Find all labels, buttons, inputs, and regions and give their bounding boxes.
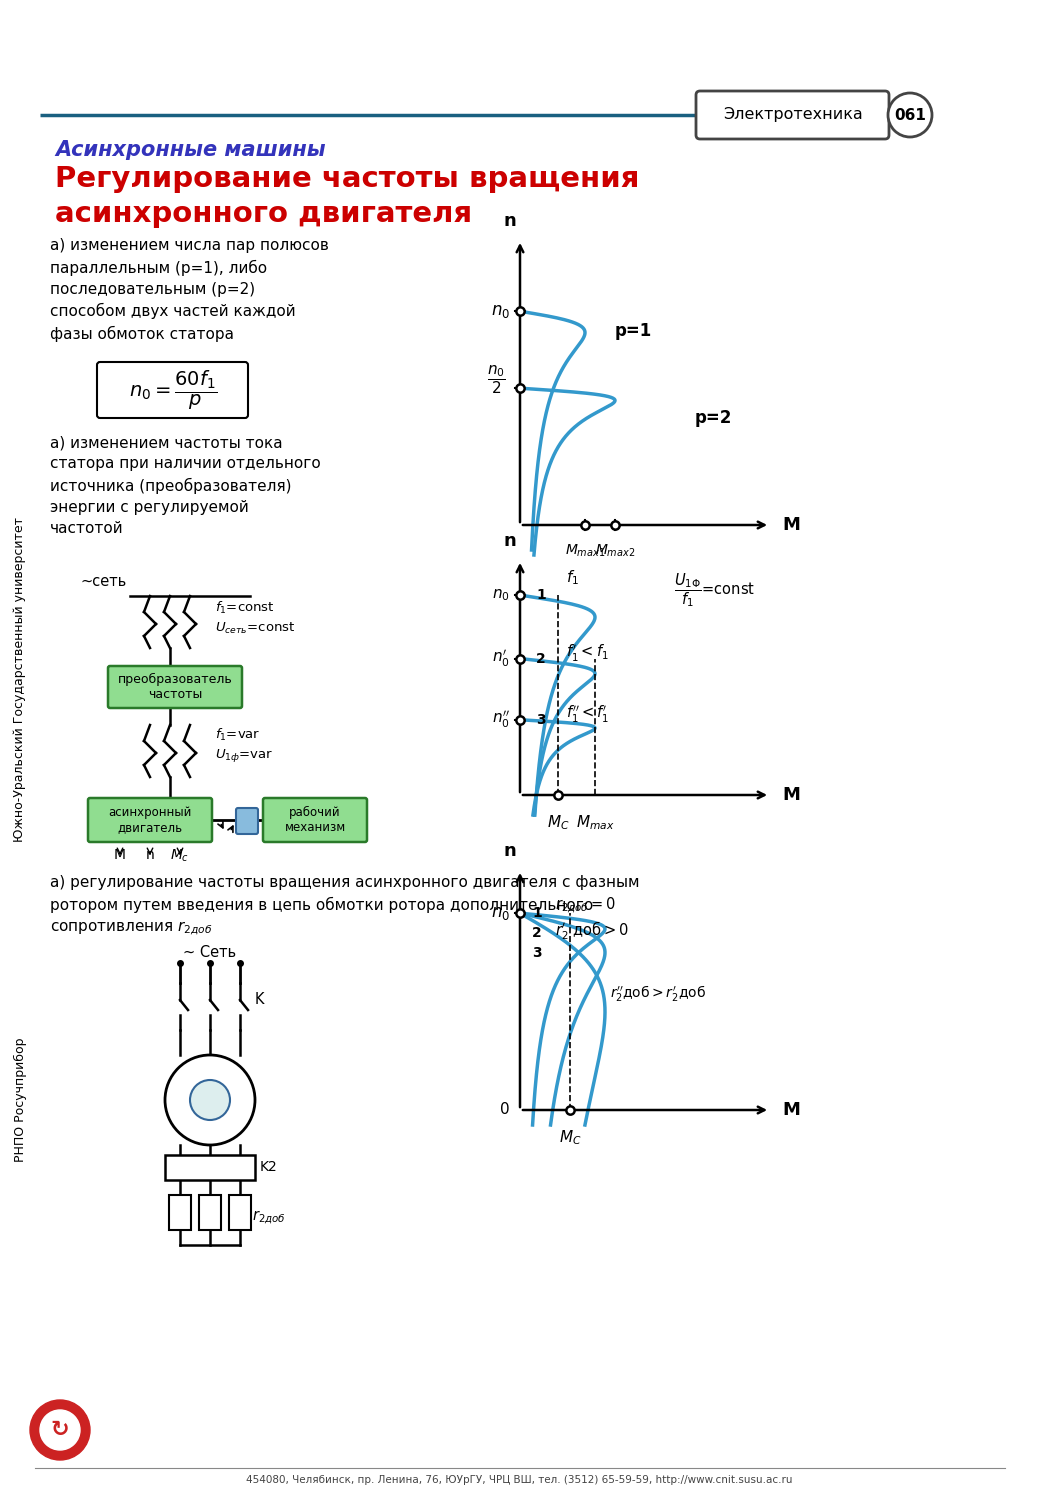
Text: $\dfrac{U_{1\Phi}}{f_1}$=const: $\dfrac{U_{1\Phi}}{f_1}$=const xyxy=(675,572,756,609)
Bar xyxy=(199,1194,221,1230)
Text: $n_0$: $n_0$ xyxy=(492,587,510,603)
Text: ↻: ↻ xyxy=(51,1420,70,1441)
Text: $M_{max1}$: $M_{max1}$ xyxy=(565,543,605,560)
Text: 061: 061 xyxy=(894,107,926,122)
Text: Регулирование частоты вращения: Регулирование частоты вращения xyxy=(55,166,639,193)
Bar xyxy=(169,1194,191,1230)
Text: $M_C$: $M_C$ xyxy=(547,814,569,832)
FancyBboxPatch shape xyxy=(108,666,242,708)
Text: 3: 3 xyxy=(532,947,542,960)
Text: n: n xyxy=(503,842,516,860)
Text: p=1: p=1 xyxy=(614,322,652,340)
FancyBboxPatch shape xyxy=(88,797,212,842)
Text: а) регулирование частоты вращения асинхронного двигателя с фазным
ротором путем : а) регулирование частоты вращения асинхр… xyxy=(50,875,639,936)
Text: Южно-Уральский Государственный университет: Южно-Уральский Государственный университ… xyxy=(13,518,27,842)
Text: 1: 1 xyxy=(537,588,546,602)
Circle shape xyxy=(190,1079,230,1120)
Text: $f_1'<f_1$: $f_1'<f_1$ xyxy=(566,643,608,664)
Circle shape xyxy=(40,1409,80,1450)
Text: ~ Сеть: ~ Сеть xyxy=(184,945,237,960)
Text: 0: 0 xyxy=(500,1102,510,1117)
Text: $M_c$: $M_c$ xyxy=(170,848,190,864)
FancyBboxPatch shape xyxy=(97,361,248,418)
Text: $f_1$: $f_1$ xyxy=(566,567,579,587)
Text: $n_0$: $n_0$ xyxy=(491,905,510,923)
Text: M: M xyxy=(782,517,800,534)
Text: $r_{2доб}$: $r_{2доб}$ xyxy=(252,1208,285,1226)
Text: $M_{max2}$: $M_{max2}$ xyxy=(595,543,635,560)
Text: Электротехника: Электротехника xyxy=(722,107,863,122)
Text: $n_0'$: $n_0'$ xyxy=(492,648,510,669)
Text: рабочий
механизм: рабочий механизм xyxy=(284,806,346,835)
Text: асинхронного двигателя: асинхронного двигателя xyxy=(55,200,472,228)
Text: M: M xyxy=(782,785,800,805)
Text: K: K xyxy=(255,993,265,1008)
Text: $U_{1ф}$=var: $U_{1ф}$=var xyxy=(215,746,273,763)
Text: $r_2'$ доб$>0$: $r_2'$ доб$>0$ xyxy=(555,920,629,942)
Text: $r_2''$доб$>r_2'$доб: $r_2''$доб$>r_2'$доб xyxy=(610,984,706,1003)
Text: ~сеть: ~сеть xyxy=(80,575,127,590)
Bar xyxy=(229,1194,251,1230)
Bar xyxy=(165,1156,255,1179)
Text: $n_0$: $n_0$ xyxy=(491,302,510,321)
FancyBboxPatch shape xyxy=(696,91,889,139)
Text: 1: 1 xyxy=(532,906,542,920)
Text: $\dfrac{n_0}{2}$: $\dfrac{n_0}{2}$ xyxy=(487,364,506,397)
Text: K2: K2 xyxy=(260,1160,278,1173)
Text: $r_{2доб}=0$: $r_{2доб}=0$ xyxy=(555,896,616,915)
Text: 2: 2 xyxy=(532,926,542,941)
Text: $M_{max}$: $M_{max}$ xyxy=(576,814,614,832)
Text: $n_0 = \dfrac{60f_1}{p}$: $n_0 = \dfrac{60f_1}{p}$ xyxy=(129,369,217,412)
Text: M: M xyxy=(782,1100,800,1118)
Text: $U_{сеть}$=const: $U_{сеть}$=const xyxy=(215,621,296,636)
Text: а) изменением частоты тока
статора при наличии отдельного
источника (преобразова: а) изменением частоты тока статора при н… xyxy=(50,434,321,536)
Text: РНПО Росучприбор: РНПО Росучприбор xyxy=(13,1038,27,1162)
Text: n: n xyxy=(503,532,516,549)
Circle shape xyxy=(165,1056,255,1145)
Text: n: n xyxy=(503,212,516,230)
Text: $f_1''<f_1'$: $f_1''<f_1'$ xyxy=(566,705,609,726)
Circle shape xyxy=(887,93,932,137)
Text: 3: 3 xyxy=(537,712,546,727)
FancyBboxPatch shape xyxy=(236,808,258,835)
Text: 454080, Челябинск, пр. Ленина, 76, ЮУрГУ, ЧРЦ ВШ, тел. (3512) 65-59-59, http://w: 454080, Челябинск, пр. Ленина, 76, ЮУрГУ… xyxy=(246,1475,792,1486)
Text: M: M xyxy=(114,848,126,861)
Text: $f_1$=var: $f_1$=var xyxy=(215,727,261,744)
Text: Асинхронные машины: Асинхронные машины xyxy=(55,140,326,160)
Text: преобразователь
частоты: преобразователь частоты xyxy=(117,673,233,702)
Text: n: n xyxy=(145,848,155,861)
Text: асинхронный
двигатель: асинхронный двигатель xyxy=(108,806,192,835)
Text: 2: 2 xyxy=(537,652,546,666)
Text: а) изменением числа пар полюсов
параллельным (р=1), либо
последовательным (р=2)
: а) изменением числа пар полюсов параллел… xyxy=(50,237,329,342)
Text: $M_C$: $M_C$ xyxy=(558,1129,581,1147)
Circle shape xyxy=(30,1400,90,1460)
Text: $f_1$=const: $f_1$=const xyxy=(215,600,275,617)
FancyBboxPatch shape xyxy=(263,797,367,842)
Text: $n_0''$: $n_0''$ xyxy=(492,709,510,730)
Text: p=2: p=2 xyxy=(695,409,733,427)
